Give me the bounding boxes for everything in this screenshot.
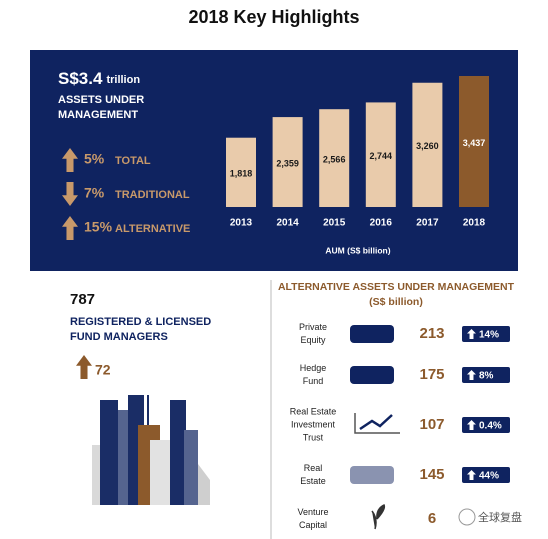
icon-chart [354,413,400,434]
watermark: 全球复盘 [478,510,522,524]
bar [272,117,303,207]
row-label: Capital [299,520,327,530]
alternative-title: (S$ billion) [369,296,423,308]
row-change: 0.4% [479,421,502,432]
change-value: 15% [84,219,113,235]
headline-unit: trillion [106,74,140,86]
bar-value-label: 3,260 [416,141,439,151]
x-tick-label: 2016 [370,218,393,229]
fund-managers-change: 72 [95,362,111,378]
row-label: Equity [300,335,326,345]
row-label: Real Estate [290,406,337,416]
row-label: Trust [303,432,324,442]
up-arrow [467,370,476,380]
city-illustration [92,395,210,505]
x-tick-label: 2015 [323,218,346,229]
up-arrow [62,148,78,172]
row-icon [350,466,394,484]
up-arrow [76,355,92,379]
bar-value-label: 2,566 [323,154,346,164]
change-badge [462,417,510,433]
row-label: Fund [303,376,324,386]
row-change: 14% [479,330,499,341]
bar [319,109,350,207]
icon-shape [350,366,394,384]
row-change: 44% [479,471,499,482]
row-label: Venture [297,507,328,517]
alternative-title: ALTERNATIVE ASSETS UNDER MANAGEMENT [278,281,515,293]
change-value: 5% [84,151,105,167]
up-arrow [467,420,476,430]
bar [226,137,256,207]
icon-plant [371,503,386,530]
row-value: 175 [419,366,444,383]
bar-value-label: 3,437 [463,138,486,148]
up-arrow [467,470,476,480]
row-icon [371,503,386,530]
icon-shape [350,466,394,484]
change-value: 7% [84,185,105,201]
headline-label: MANAGEMENT [58,109,138,121]
bar [365,102,396,207]
change-label: TOTAL [115,155,151,167]
change-label: ALTERNATIVE [115,223,190,235]
change-badge [462,367,510,383]
page-title: 2018 Key Highlights [188,7,359,27]
watermark-icon [458,508,476,526]
fund-managers-label: REGISTERED & LICENSED [70,316,211,328]
row-change: 8% [479,371,494,382]
bar [412,82,443,207]
icon-trend [359,414,393,431]
headline-label: ASSETS UNDER [58,94,144,106]
x-tick-label: 2018 [463,218,486,229]
fund-managers-label: FUND MANAGERS [70,331,168,343]
up-arrow [62,216,78,240]
x-tick-label: 2017 [416,218,439,229]
row-value: 107 [419,416,444,433]
change-badge [462,326,510,342]
x-tick-label: 2014 [276,218,299,229]
down-arrow [62,182,78,206]
row-value: 145 [419,466,444,483]
row-icon [350,366,394,384]
change-badge [462,467,510,483]
row-icon [354,413,400,434]
row-label: Real [304,463,323,473]
bar-value-label: 1,818 [230,169,253,179]
row-value: 213 [419,325,444,342]
bar-value-label: 2,359 [276,158,299,168]
row-label: Hedge [300,363,327,373]
headline-value-number: S$3.4 [58,69,103,88]
headline-value: S$3.4 trillion [58,69,140,88]
fund-managers-value: 787 [70,291,95,308]
change-label: TRADITIONAL [115,189,190,201]
bar-value-label: 2,744 [370,151,393,161]
row-label: Private [299,322,327,332]
row-label: Estate [300,476,326,486]
row-label: Investment [291,419,336,429]
row-value: 6 [428,510,436,527]
up-arrow [467,329,476,339]
bar [459,76,489,207]
icon-shape [350,325,394,343]
x-axis-label: AUM (S$ billion) [325,245,390,255]
x-tick-label: 2013 [230,218,253,229]
row-icon [350,325,394,343]
